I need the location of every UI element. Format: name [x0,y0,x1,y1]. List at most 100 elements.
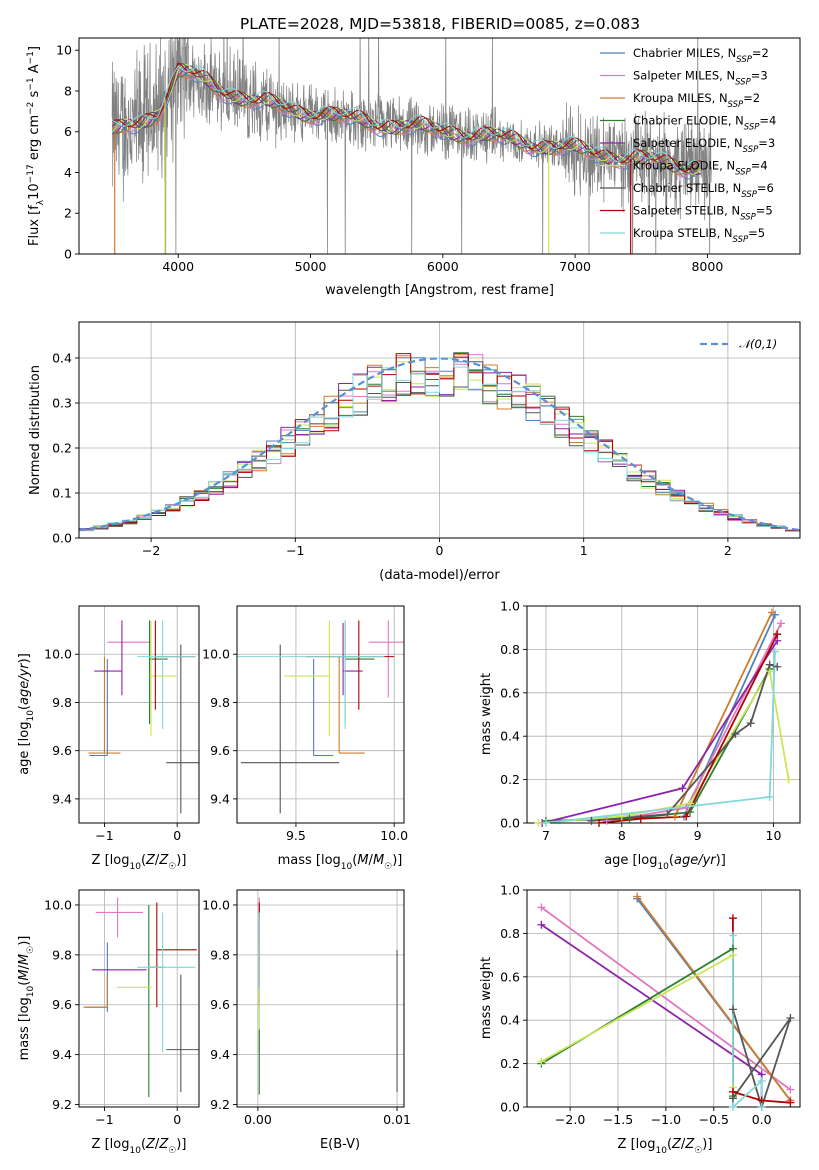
label-part: M [357,853,368,868]
model-spectrum-line [111,63,702,175]
mass_vs_ebv-panel: 0.00 0.01 9.2 9.4 9.6 9.8 10.0 [202,889,411,1127]
legend-subscript: SSP [743,145,759,155]
weight-marker [757,1103,766,1111]
legend-label: 𝒩(0,1) [739,337,777,351]
label-part: )] [716,853,726,868]
y-tick-label: 0.0 [52,531,72,546]
weight-marker [595,819,604,827]
weight-marker [728,1087,737,1096]
label-part: ] [27,46,42,51]
label-part: 10 [27,183,42,200]
age-vs-Z-x-label: Z [log10(Z/Z☉)] [92,853,187,872]
weight-marker [602,816,611,825]
legend-subscript: SSP [733,235,749,245]
weight-marker [534,819,543,827]
label-part: ( [352,853,357,868]
y-tick-label: 9.6 [210,743,230,758]
model-spectrum-line [111,62,701,172]
label-part: Z [log [92,1137,130,1152]
label-part: age/yr [674,853,717,868]
x-tick-label: −2 [142,543,160,558]
legend-label: Chabrier MILES, NSSP=2 [633,46,769,65]
y-tick-label: 0.8 [500,642,520,657]
label-part: λ [36,199,46,205]
x-tick-label: −1.5 [603,1112,633,1127]
label-part: A [27,64,42,77]
y-tick-label: 0.6 [500,969,520,984]
label-part: )] [176,853,186,868]
label-part: −17 [26,164,36,183]
weight-marker [678,784,687,793]
y-tick-label: 9.8 [52,947,72,962]
label-part: Z [684,1137,695,1152]
mass-vs-Z-x-label: Z [log10(Z/Z☉)] [92,1137,187,1156]
weight-marker [746,719,755,728]
massweight_vs_age-frame [526,605,801,824]
weight-marker [625,814,634,823]
y-tick-label: 9.6 [210,997,230,1012]
weight-marker [537,903,546,912]
label-part: ( [141,1137,146,1152]
label-part: age/yr [17,662,32,705]
weight-marker [770,647,779,656]
y-tick-label: 0 [64,247,72,262]
legend-subscript: SSP [728,100,744,110]
x-tick-label: 2 [724,543,732,558]
y-tick-label: 0.4 [500,729,520,744]
weight-marker [786,1014,795,1023]
y-tick-label: 9.8 [210,947,230,962]
label-part: / [155,1137,160,1152]
legend-label: Salpeter MILES, NSSP=3 [633,69,768,88]
legend-nssp: =6 [757,181,774,195]
label-part: ☉ [26,946,36,954]
legend-subscript: SSP [741,190,757,200]
weight-marker [773,630,782,639]
model-spectrum-line [111,71,702,176]
weight-series-line [538,668,790,823]
x-tick-label: −1 [95,1112,113,1127]
x-tick-label: 1 [580,543,588,558]
y-tick-label: 1.0 [500,599,520,614]
label-part: Z [log [618,1137,656,1152]
y-tick-label: 9.2 [210,1097,230,1112]
weight-marker [728,1005,737,1014]
spectrum-panel: 4000 5000 6000 7000 8000 0 2 4 6 8 10 [56,37,801,274]
label-part: ☉ [168,1146,176,1156]
label-part: 10 [129,1146,141,1156]
massweight_vs_age-plot-area [538,612,790,823]
mass_vs_ebv-frame [236,889,405,1108]
label-part: age [log [17,722,32,775]
x-tick-label: 4000 [162,259,194,274]
weight-series-line [732,1009,792,1107]
x-tick-label: 6000 [427,259,459,274]
weight-series-line [674,612,773,817]
weight-marker [765,792,774,801]
massweight-vs-age-y-label: mass weight [479,673,494,755]
spectrum-y-label: Flux [fλ10−17 erg cm−2 s−1 A−1] [26,46,46,246]
x-tick-label: −1.0 [651,1112,681,1127]
legend-label: Chabrier STELIB, NSSP=6 [633,181,774,200]
massweight-vs-Z-x-label: Z [log10(Z/Z☉)] [618,1137,713,1156]
residuals-panel: −2 −1 0 1 2 0.0 0.1 0.2 0.3 0.4 𝒩(0,1) [52,321,801,558]
label-part: 10 [26,710,36,722]
label-part: ( [17,705,32,710]
weight-marker [617,812,626,821]
weight-marker [633,892,642,901]
label-part: )] [17,653,32,663]
weight-marker [686,808,695,817]
weight-series-line [606,622,782,822]
residuals-x-label: (data-model)/error [379,568,500,583]
label-part: s [27,90,42,101]
weight-marker [587,816,596,825]
legend-series-name: Salpeter STELIB, N [633,204,740,218]
y-tick-label: 10.0 [44,647,72,662]
legend-subscript: SSP [735,78,751,88]
x-tick-label: 5000 [295,259,327,274]
weight-marker [728,914,737,923]
mass_vs_Z-plot-area [83,897,199,1098]
y-tick-label: 0.1 [52,486,72,501]
x-tick-label: 9.5 [286,828,306,843]
weight-marker [636,814,645,823]
label-part: Z [145,853,156,868]
